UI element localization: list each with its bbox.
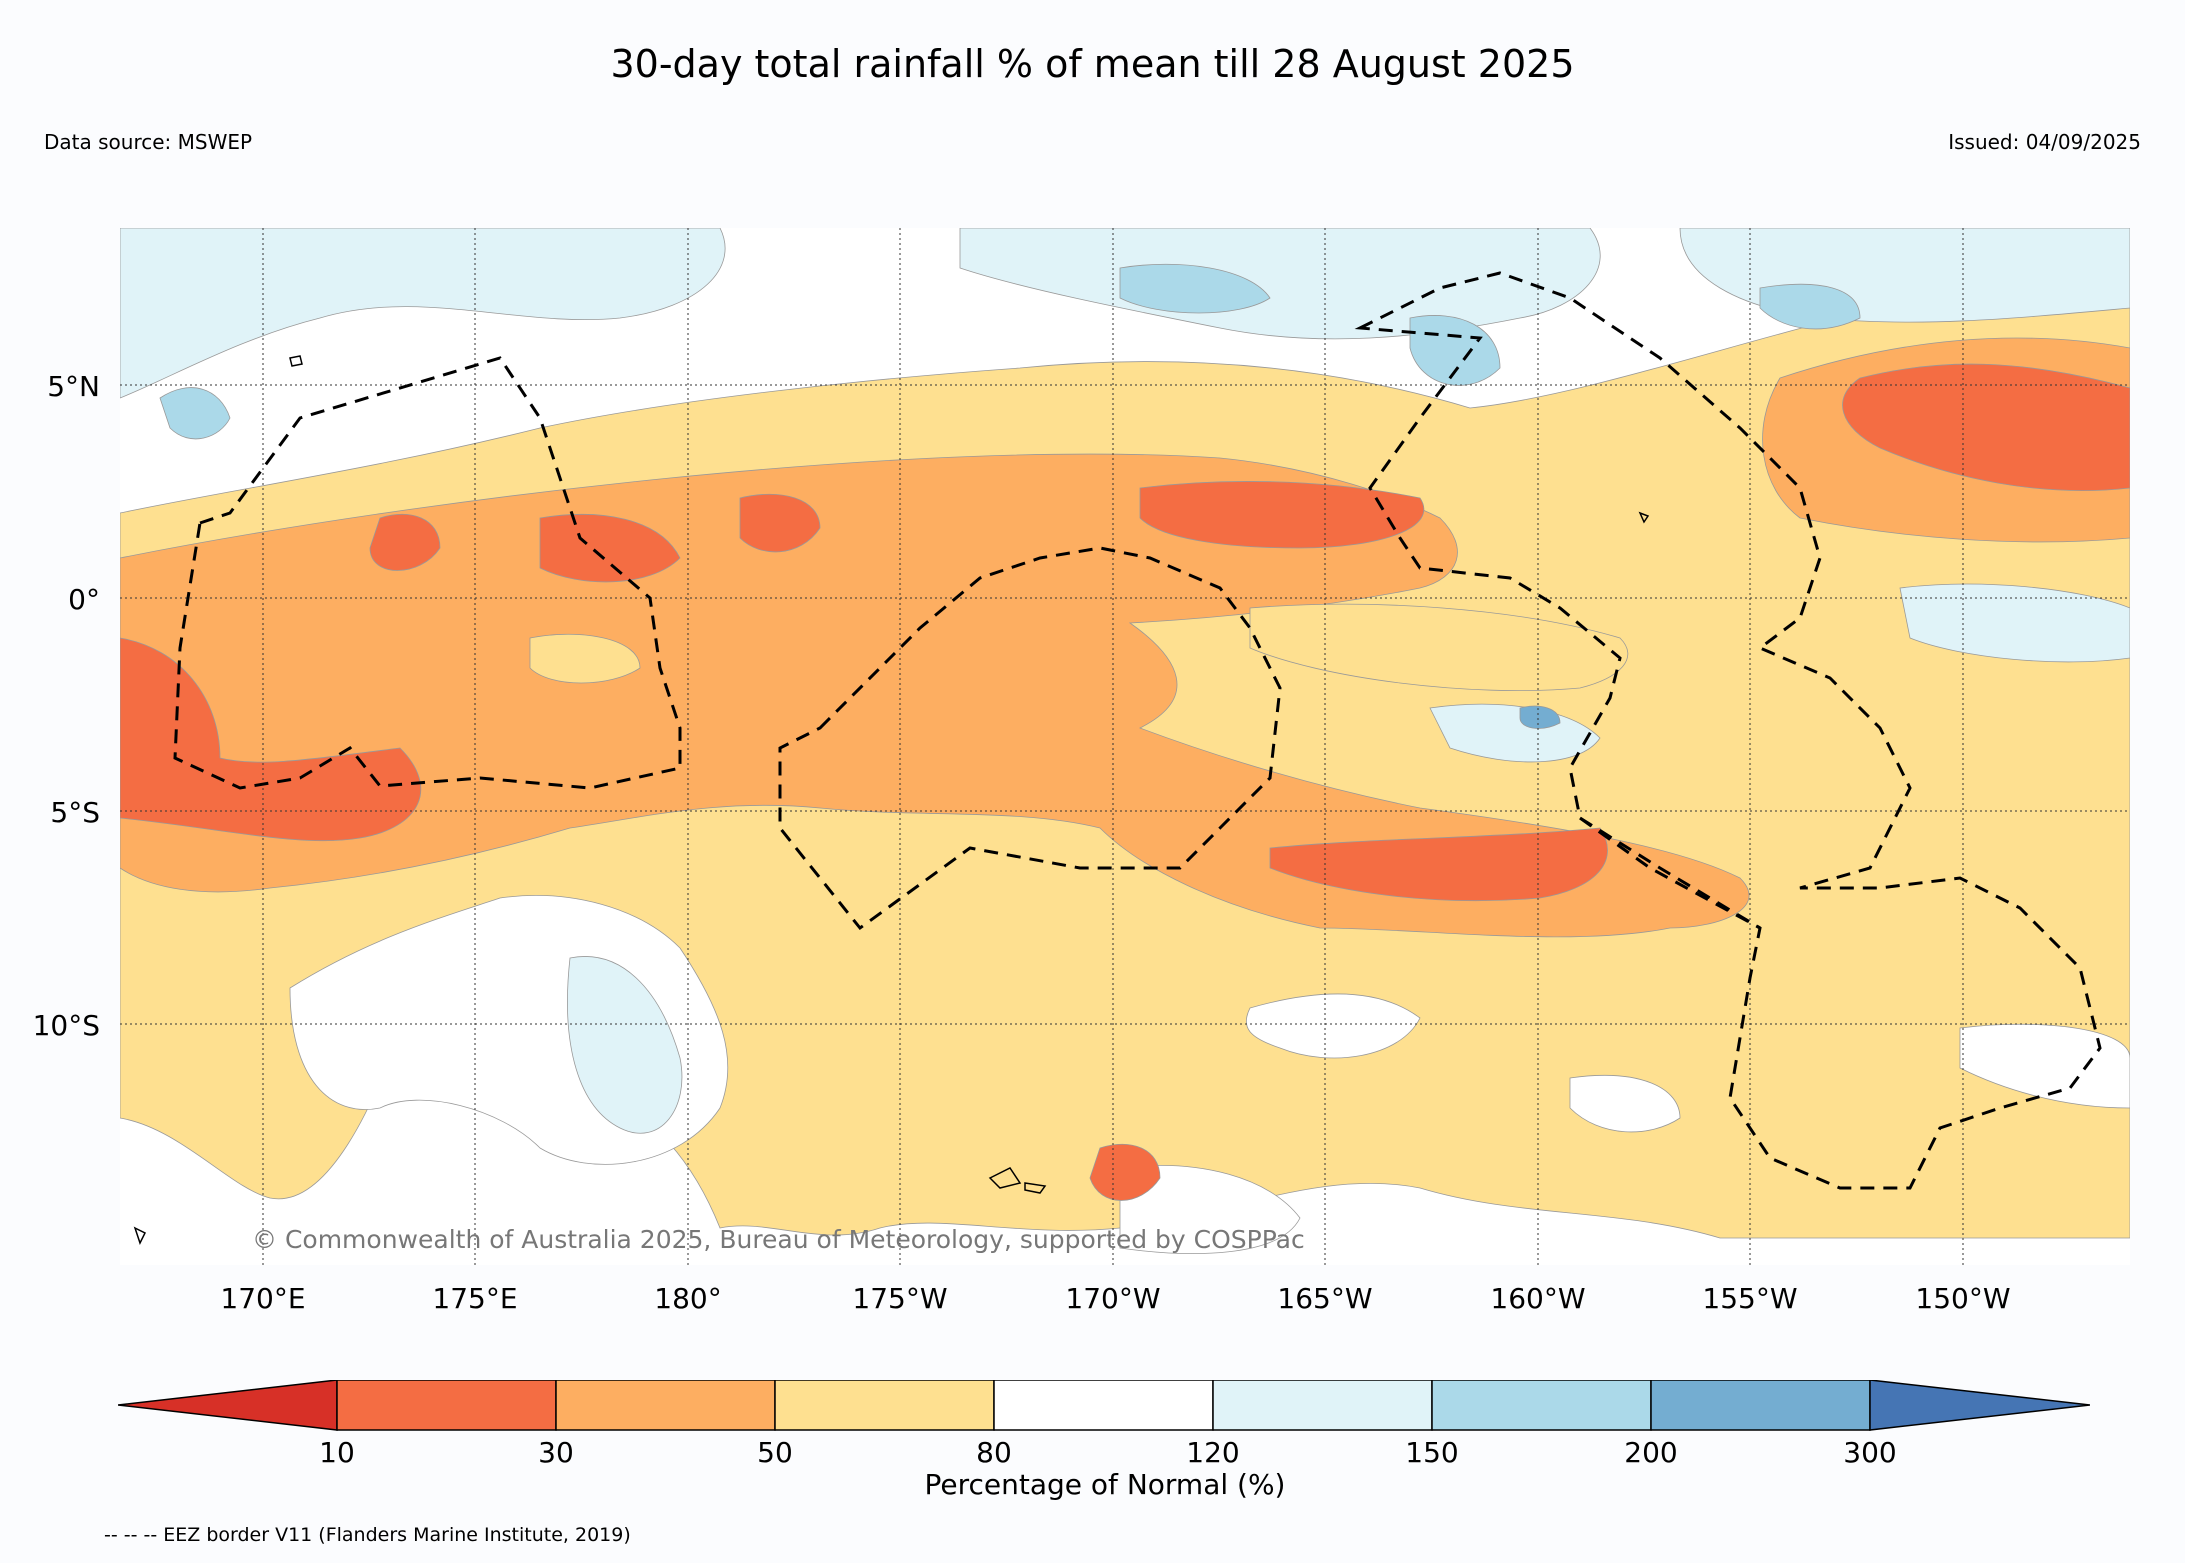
- lon-label: 175°E: [432, 1282, 518, 1315]
- colorbar-segment: [1650, 1380, 1871, 1431]
- rainfall-band-200-300: [1519, 705, 1561, 729]
- colorbar-segment: [555, 1380, 776, 1431]
- issued-date-label: Issued: 04/09/2025: [1948, 130, 2141, 154]
- rainfall-band-150-200: [1759, 283, 1861, 330]
- lon-label: 160°W: [1490, 1282, 1586, 1315]
- colorbar-label: Percentage of Normal (%): [924, 1468, 1286, 1501]
- lat-label-5n: 5°N: [47, 370, 100, 403]
- rainfall-band-120-150: [567, 956, 683, 1134]
- colorbar-tick: 10: [319, 1436, 355, 1469]
- rainfall-band-50-80: [529, 633, 641, 684]
- lat-label-10s: 10°S: [32, 1009, 100, 1042]
- colorbar-tick: 300: [1843, 1436, 1897, 1469]
- eez-borders: [173, 271, 2102, 1190]
- rainfall-band-120-150: [120, 228, 726, 399]
- colorbar-extend-low: [118, 1380, 338, 1431]
- colorbar-segment: [336, 1380, 557, 1431]
- colorbar: [118, 1380, 2090, 1431]
- rainfall-band-120-150: [1899, 583, 2130, 663]
- rainfall-band-10-30: [120, 637, 422, 842]
- data-source-label: Data source: MSWEP: [44, 130, 253, 154]
- rainfall-band-10-30: [1842, 363, 2130, 492]
- rainfall-band-10-30: [1139, 481, 1425, 549]
- rainfall-band-10-30: [1089, 1144, 1161, 1201]
- lon-label: 180°: [654, 1282, 722, 1315]
- lat-label-0: 0°: [68, 583, 100, 616]
- rainfall-band-120-150: [959, 228, 1601, 340]
- rainfall-band-30-50: [120, 453, 1750, 938]
- lat-label-5s: 5°S: [50, 796, 100, 829]
- rainfall-map: © Commonwealth of Australia 2025, Bureau…: [120, 228, 2130, 1265]
- colorbar-tick: 50: [757, 1436, 793, 1469]
- colorbar-segment: [774, 1380, 995, 1431]
- rainfall-band-10-30: [369, 514, 441, 571]
- lon-label: 165°W: [1277, 1282, 1373, 1315]
- colorbar-tick: 30: [538, 1436, 574, 1469]
- lon-label: 175°W: [852, 1282, 948, 1315]
- colorbar-segment: [1212, 1380, 1433, 1431]
- rainfall-band-10-30: [739, 493, 821, 553]
- colorbar-extend-high: [1869, 1380, 2090, 1431]
- rainfall-band-80-120: [1245, 993, 1421, 1059]
- graticule: [120, 228, 2130, 1265]
- lon-label: 155°W: [1702, 1282, 1798, 1315]
- rainfall-band-10-30: [539, 513, 681, 583]
- colorbar-tick: 200: [1624, 1436, 1678, 1469]
- rainfall-band-80-120: [1119, 1165, 1301, 1254]
- colorbar-tick: 80: [976, 1436, 1012, 1469]
- copyright-text: © Commonwealth of Australia 2025, Bureau…: [252, 1225, 1305, 1254]
- map-title: 30-day total rainfall % of mean till 28 …: [610, 42, 1575, 86]
- colorbar-tick: 150: [1405, 1436, 1459, 1469]
- rainfall-band-150-200: [159, 387, 231, 440]
- lon-label: 170°W: [1065, 1282, 1161, 1315]
- colorbar-segment: [993, 1380, 1214, 1431]
- rainfall-band-80-120: [1569, 1075, 1681, 1133]
- rainfall-band-10-30: [1269, 827, 1608, 902]
- rainfall-band-150-200: [1119, 263, 1271, 314]
- lon-label: 170°E: [220, 1282, 306, 1315]
- rainfall-band-50-80: [1249, 603, 1629, 691]
- colorbar-tick: 120: [1186, 1436, 1240, 1469]
- lon-label: 150°W: [1915, 1282, 2011, 1315]
- colorbar-segment: [1431, 1380, 1652, 1431]
- eez-border-note: -- -- -- EEZ border V11 (Flanders Marine…: [104, 1524, 631, 1546]
- rainfall-band-80-120: [1959, 1023, 2130, 1109]
- island-outlines: [133, 355, 1650, 1245]
